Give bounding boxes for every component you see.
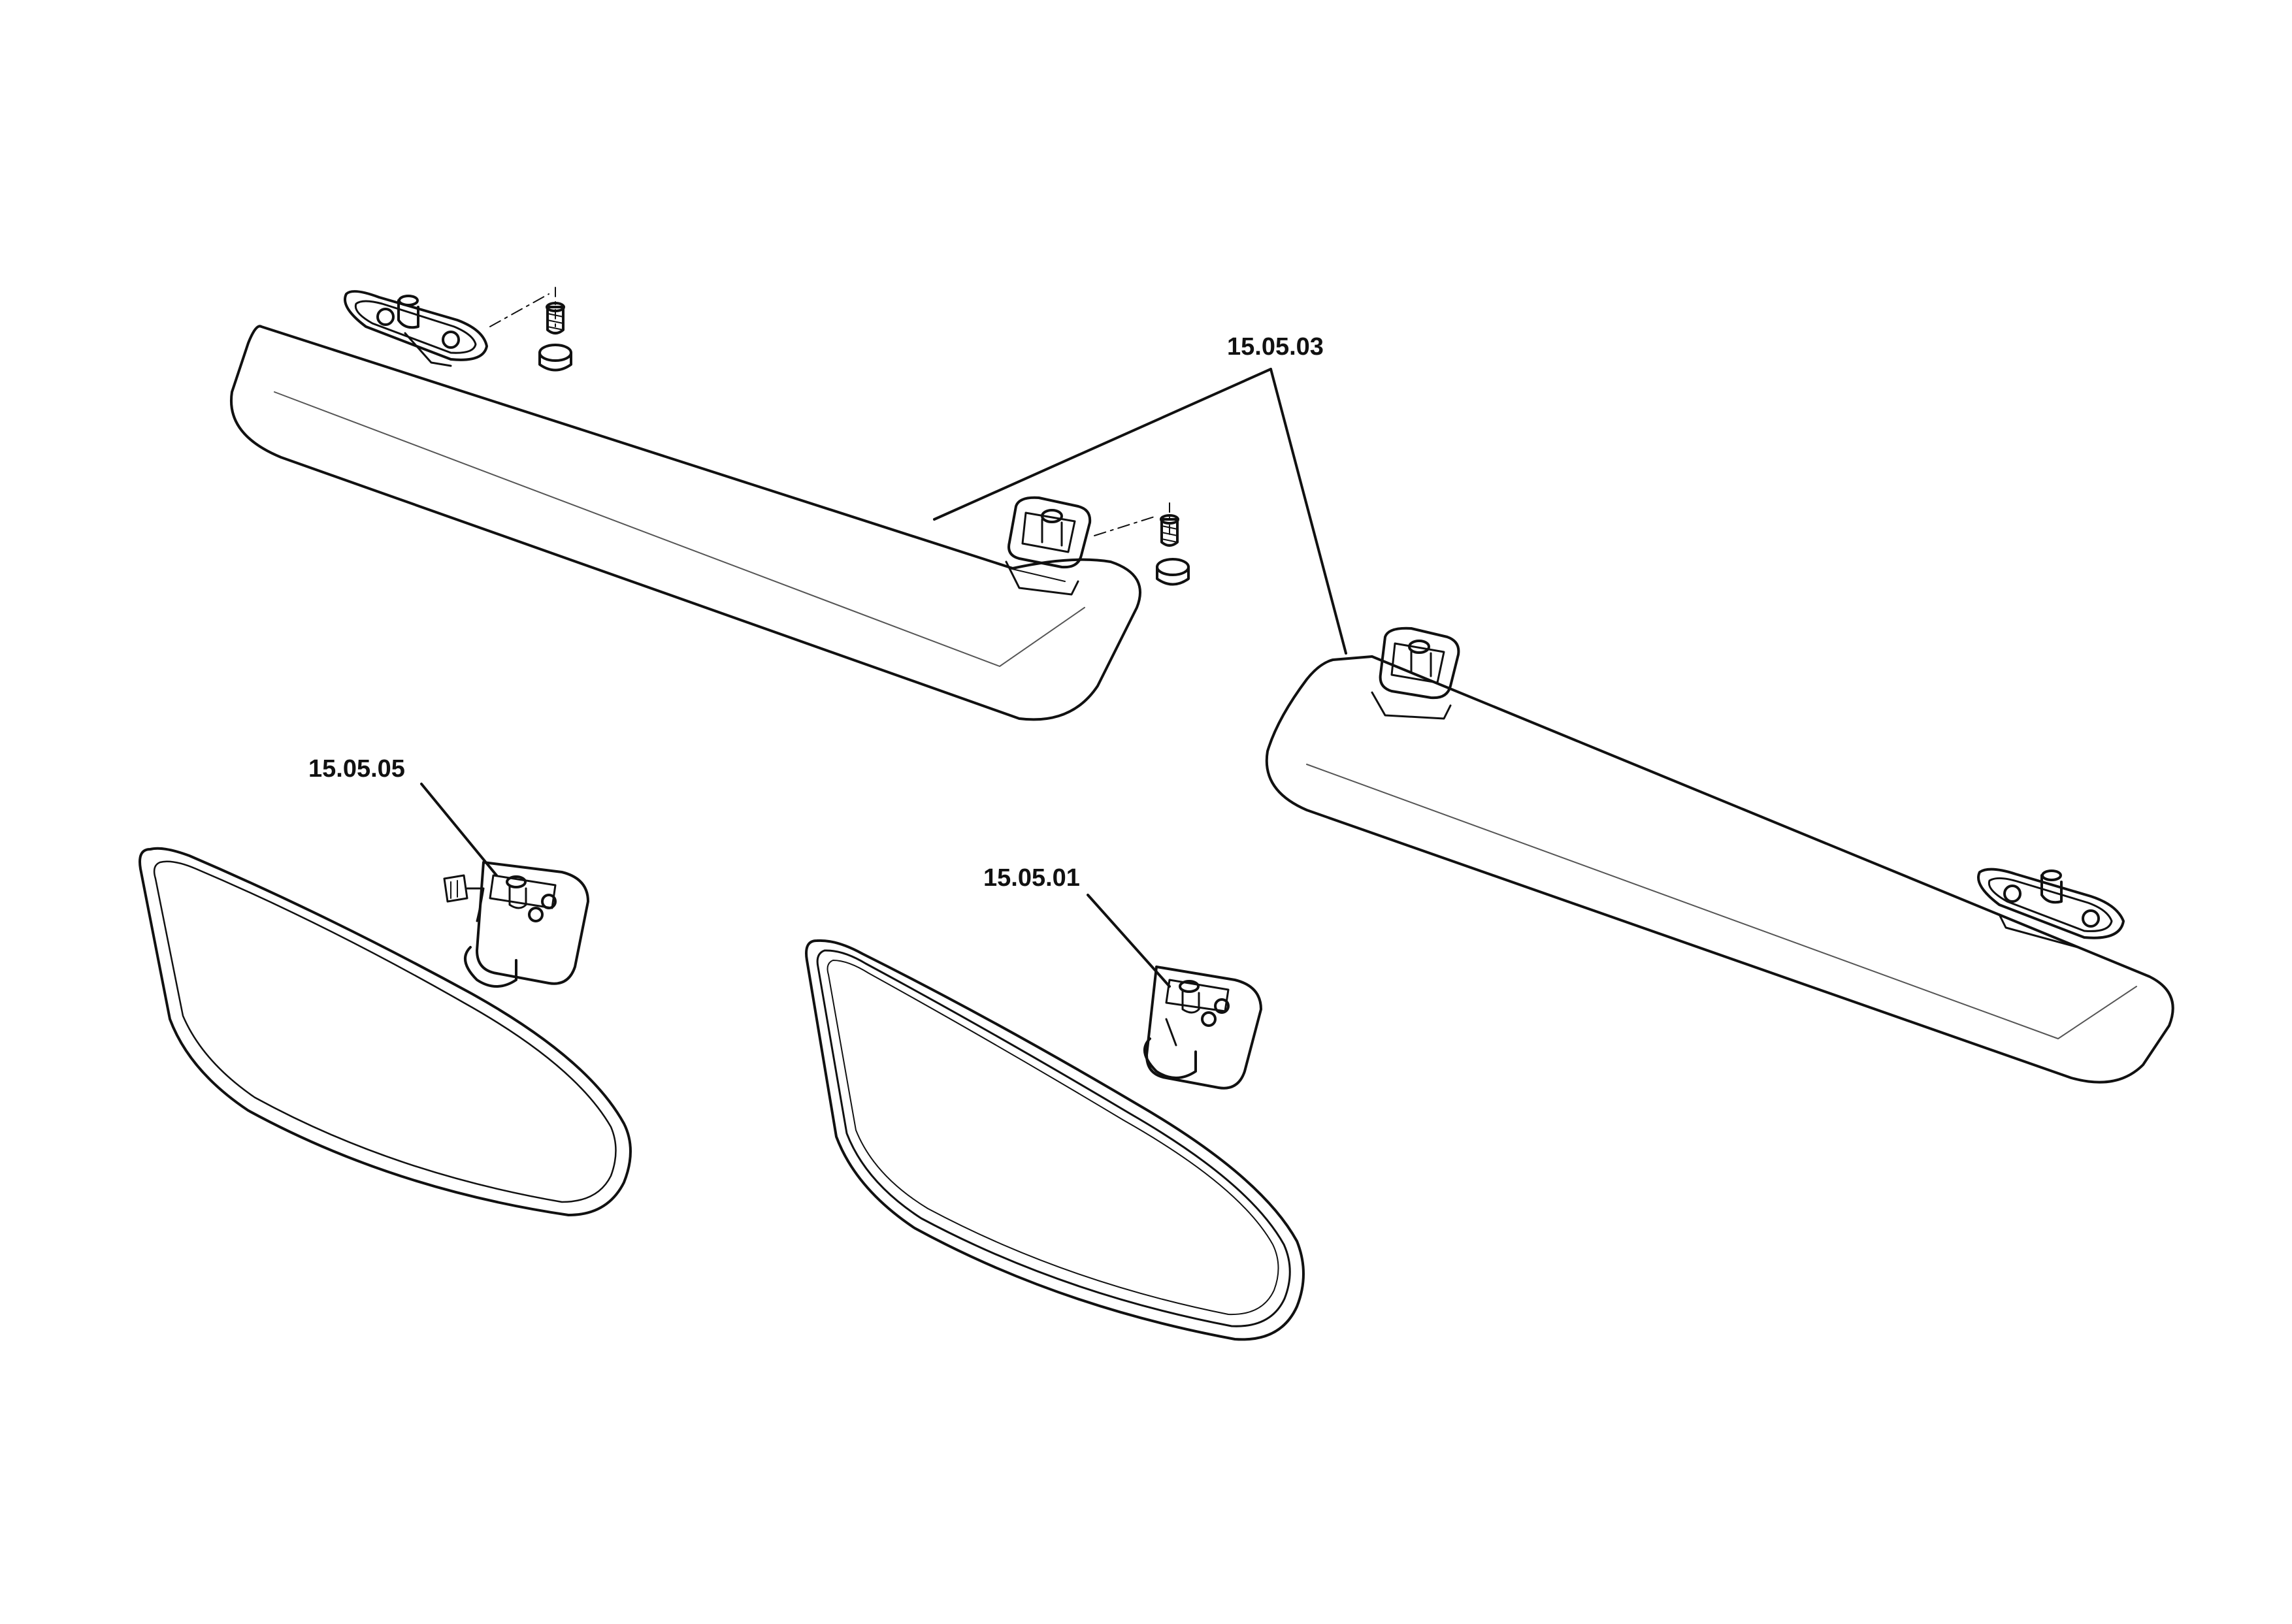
sun-visor-right — [1265, 626, 2174, 1084]
callout-15-05-05: 15.05.05 — [308, 755, 405, 783]
mirror-center-glass — [827, 960, 1279, 1316]
sun-visor-left-outline — [230, 325, 1141, 721]
sun-visor-left-fold-line — [274, 391, 1085, 667]
sun-visor-right-fold-line — [1306, 764, 2137, 1039]
sun-visor-left — [230, 287, 1190, 721]
leader-lines — [420, 368, 1347, 988]
visor-clip-left — [1005, 496, 1092, 596]
interior-mirror-left — [139, 847, 632, 1216]
callout-15-05-01: 15.05.01 — [983, 864, 1080, 892]
visor-screw-left — [489, 287, 572, 372]
mirror-center-rim — [816, 949, 1291, 1327]
visor-bracket-right — [1977, 868, 2125, 949]
visor-clip-right — [1371, 626, 1460, 720]
leader-15-05-03-left — [933, 368, 1272, 521]
leader-15-05-05 — [420, 783, 498, 877]
interior-mirror-center — [805, 939, 1305, 1341]
visor-bracket-left — [344, 290, 488, 367]
leader-15-05-03-right — [1269, 368, 1347, 655]
mirror-center-mount — [1145, 966, 1262, 1090]
visor-screw-clip — [1094, 502, 1190, 586]
leader-15-05-01 — [1087, 894, 1171, 988]
mirror-left-glass — [153, 860, 617, 1203]
mirror-center-housing — [805, 939, 1305, 1341]
callout-15-05-03: 15.05.03 — [1227, 333, 1324, 361]
mirror-left-mount — [443, 861, 589, 985]
sun-visor-right-outline — [1265, 655, 2174, 1084]
mirror-left-housing — [139, 847, 632, 1216]
